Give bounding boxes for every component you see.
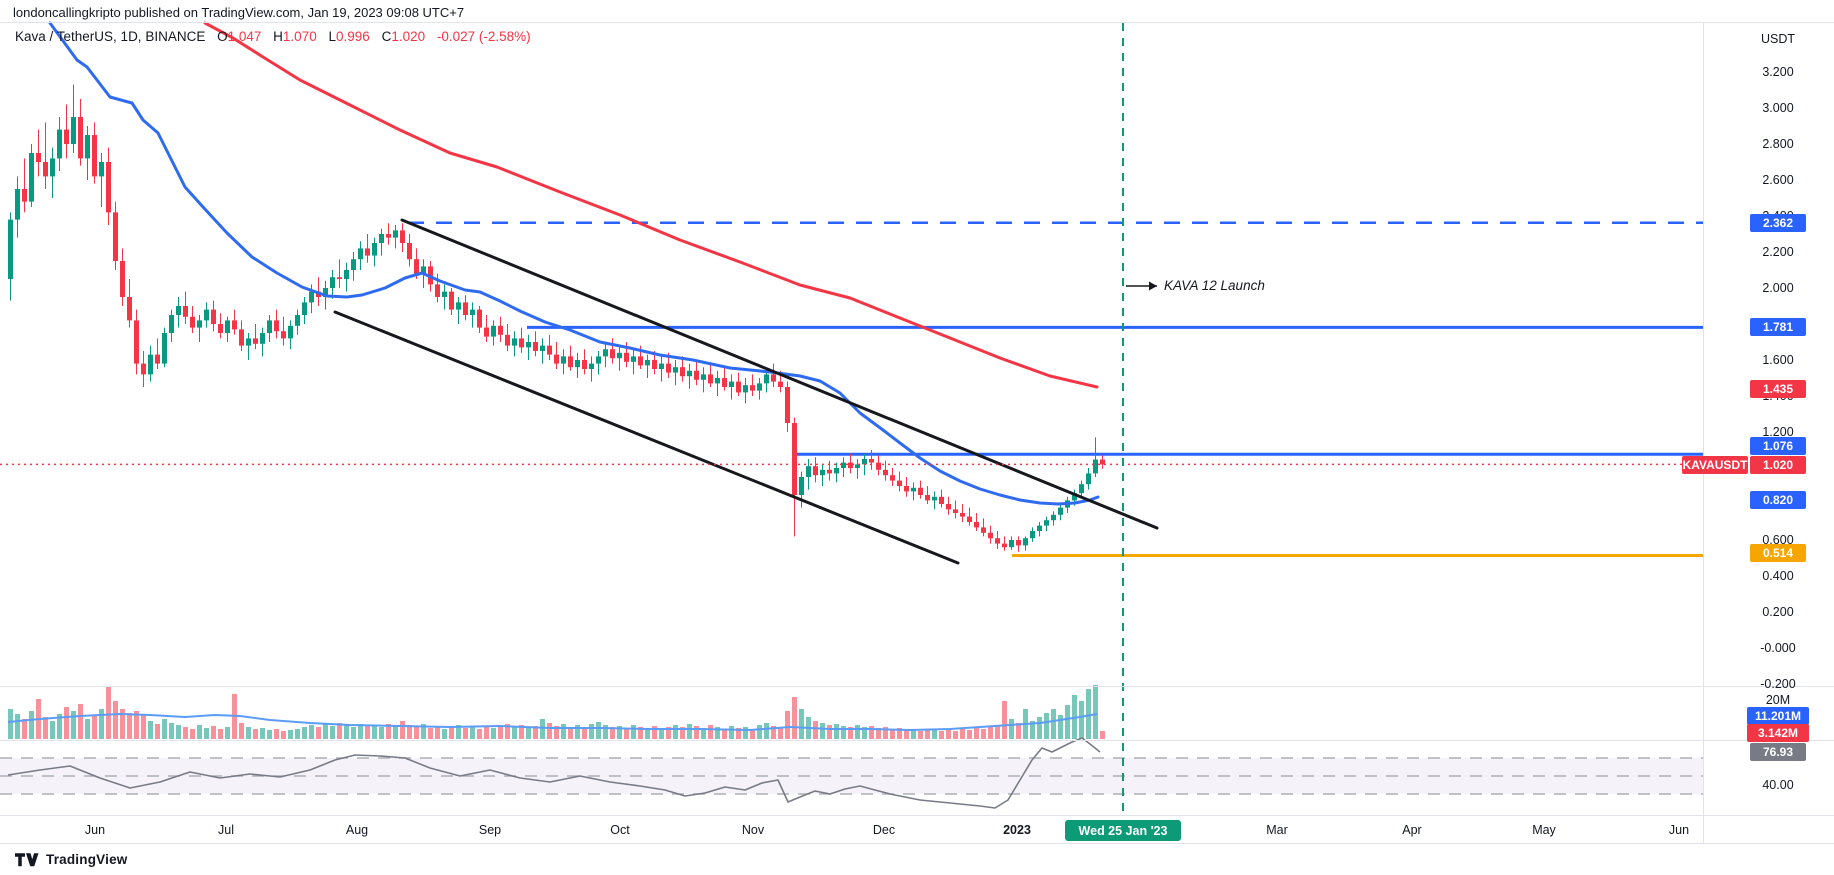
time-tick-Jun: Jun	[1668, 823, 1690, 837]
footer-bar: TradingView	[15, 852, 127, 867]
support-badge-0514: 0.514	[1750, 544, 1806, 562]
time-tick-Dec: Dec	[872, 823, 896, 837]
symbol-title: Kava / TetherUS, 1D, BINANCE	[15, 29, 206, 44]
time-tick-Oct: Oct	[610, 823, 630, 837]
footer-border	[0, 843, 1834, 844]
symbol-name-badge: KAVAUSDT	[1682, 456, 1748, 474]
level-badge-1076: 1.076	[1750, 437, 1806, 455]
volume-tick-20m: 20M	[1765, 693, 1791, 707]
time-tick-Nov: Nov	[741, 823, 765, 837]
time-axis-border	[0, 815, 1834, 816]
price-tick-2.800: 2.800	[1762, 137, 1794, 151]
price-tick-0.200: 0.200	[1762, 605, 1794, 619]
time-tick-Apr: Apr	[1402, 823, 1422, 837]
price-tick-0.400: 0.400	[1762, 569, 1794, 583]
time-tick-Mar: Mar	[1266, 823, 1288, 837]
price-tick-3.200: 3.200	[1762, 65, 1794, 79]
crosshair-date-badge: Wed 25 Jan '23	[1065, 820, 1181, 841]
rsi-value-badge: 76.93	[1750, 743, 1806, 761]
price-tick--0.200: -0.200	[1760, 677, 1796, 691]
tradingview-logo-icon[interactable]	[15, 852, 39, 867]
level-badge-2362: 2.362	[1750, 214, 1806, 232]
ohlc-low-value: 0.996	[336, 29, 370, 44]
rsi-pane-separator[interactable]	[0, 740, 1834, 741]
tradingview-logo-text[interactable]: TradingView	[46, 852, 128, 867]
volume-value-badge: 3.142M	[1747, 724, 1809, 742]
change-value: -0.027 (-2.58%)	[436, 29, 531, 44]
price-tick-2.200: 2.200	[1762, 245, 1794, 259]
price-axis-currency: USDT	[1760, 32, 1796, 46]
publish-attribution: londoncallingkripto published on Trading…	[13, 5, 465, 20]
price-tick-0.600: 0.600	[1762, 533, 1794, 547]
price-tick-1.200: 1.200	[1762, 425, 1794, 439]
volume-ma-badge: 11.201M	[1747, 707, 1809, 725]
chart-top-border	[0, 22, 1834, 23]
time-tick-Sep: Sep	[478, 823, 502, 837]
last-price-badge: 1.020	[1750, 456, 1806, 474]
price-tick-2.000: 2.000	[1762, 281, 1794, 295]
time-tick-2023: 2023	[1003, 823, 1031, 837]
ohlc-low-label: L	[328, 29, 336, 44]
ma-blue-value-badge: 0.820	[1750, 491, 1806, 509]
time-tick-May: May	[1532, 823, 1556, 837]
price-tick-3.000: 3.000	[1762, 101, 1794, 115]
annotation-kava-12-launch[interactable]: KAVA 12 Launch	[1164, 278, 1265, 293]
time-tick-Jul: Jul	[218, 823, 234, 837]
ma-red-value-badge: 1.435	[1750, 380, 1806, 398]
price-tick-2.600: 2.600	[1762, 173, 1794, 187]
level-badge-1781: 1.781	[1750, 318, 1806, 336]
rsi-tick-40: 40.00	[1762, 778, 1794, 792]
ohlc-open-value: 1.047	[227, 29, 262, 44]
symbol-legend[interactable]: Kava / TetherUS, 1D, BINANCE O1.047 H1.0…	[15, 29, 531, 44]
ohlc-high-value: 1.070	[282, 29, 317, 44]
volume-pane-separator[interactable]	[0, 686, 1834, 687]
time-tick-Aug: Aug	[345, 823, 369, 837]
ohlc-close-value: 1.020	[391, 29, 426, 44]
ohlc-open-label: O	[217, 29, 228, 44]
price-tick--0.000: -0.000	[1760, 641, 1796, 655]
ohlc-close-label: C	[381, 29, 392, 44]
price-axis-border	[1703, 23, 1704, 843]
time-tick-Jun: Jun	[84, 823, 106, 837]
price-tick-1.600: 1.600	[1762, 353, 1794, 367]
ohlc-high-label: H	[273, 29, 283, 44]
